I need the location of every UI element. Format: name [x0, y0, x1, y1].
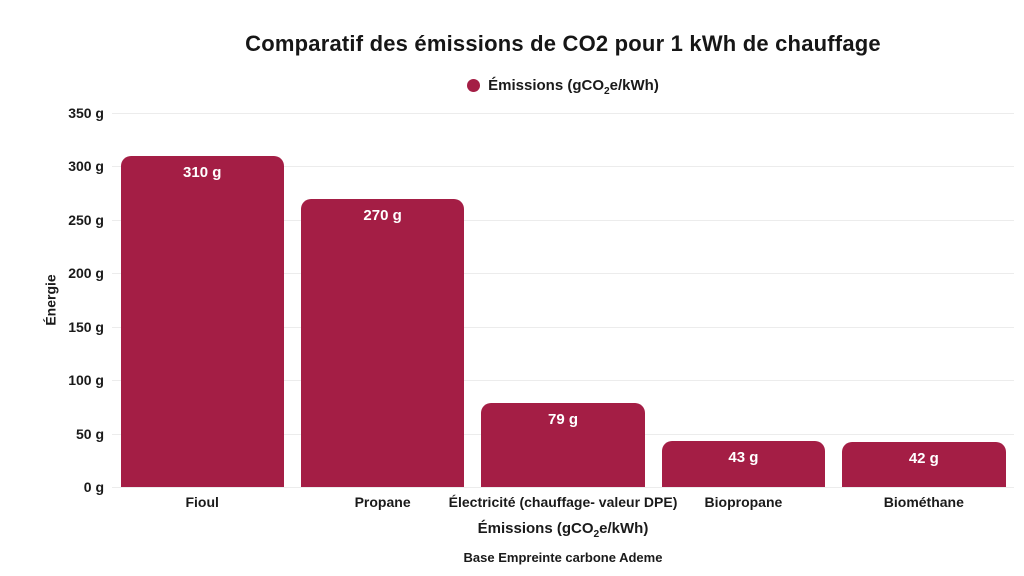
- y-tick-label: 300 g: [68, 158, 104, 175]
- legend-marker-dot-icon: [467, 79, 481, 92]
- category-label: Fioul: [185, 494, 219, 510]
- bar-1: 310 g: [120, 155, 284, 487]
- bar-slot: 42 g: [834, 113, 1014, 487]
- category-label: Biométhane: [883, 494, 964, 510]
- gridline: [112, 380, 1014, 382]
- gridline: [112, 113, 1014, 114]
- bar-value-label: 310 g: [183, 163, 222, 181]
- y-tick-label: 200 g: [68, 265, 104, 282]
- bar-5: 42 g: [842, 442, 1006, 487]
- y-tick-label: 100 g: [68, 372, 104, 389]
- legend-label: Émissions (gCO2e/kWh): [488, 77, 659, 97]
- y-tick-label: 350 g: [68, 105, 104, 121]
- bar-slot: 79 g: [473, 113, 653, 487]
- gridline: [112, 273, 1014, 275]
- chart-title: Comparatif des émissions de CO2 pour 1 k…: [245, 31, 881, 56]
- bar-slot: 310 g: [112, 113, 292, 487]
- y-axis-ticks: 0 g 50 g 100 g 150 g 200 g 250 g 300 g 350 g: [0, 105, 104, 495]
- gridline: [112, 219, 1014, 221]
- bar-value-label: 270 g: [363, 206, 402, 224]
- source-note: Base Empreinte carbone Ademe: [463, 550, 663, 565]
- gridline: [112, 326, 1014, 328]
- y-tick-label: 0 g: [83, 479, 104, 495]
- category-label: Biopropane: [704, 494, 783, 510]
- gridline: [112, 166, 1014, 168]
- bar-slot: 43 g: [653, 113, 833, 487]
- y-tick-label: 250 g: [68, 211, 104, 228]
- bar-series: 310 g 270 g 79 g 43 g 42 g: [112, 113, 1014, 487]
- bar-4: 43 g: [661, 441, 826, 487]
- bar-value-label: 43 g: [728, 449, 759, 467]
- category-label: Propane: [354, 494, 411, 510]
- x-axis-title: Émissions (gCO2e/kWh): [477, 520, 649, 540]
- gridline: [112, 487, 1014, 488]
- y-tick-label: 150 g: [68, 318, 104, 335]
- bar-slot: 270 g: [292, 113, 472, 487]
- category-label: Électricité (chauffage- valeur DPE): [448, 494, 678, 510]
- plot-area: 310 g 270 g 79 g 43 g 42 g: [112, 113, 1014, 488]
- bar-2: 270 g: [300, 198, 465, 487]
- y-tick-label: 50 g: [75, 425, 104, 442]
- bar-3: 79 g: [481, 402, 645, 487]
- bar-value-label: 42 g: [908, 450, 939, 468]
- bar-value-label: 79 g: [548, 410, 579, 428]
- x-axis-category-labels: Fioul Propane Électricité (chauffage- vale…: [112, 494, 1014, 510]
- legend: Émissions (gCO2e/kWh): [112, 77, 1014, 97]
